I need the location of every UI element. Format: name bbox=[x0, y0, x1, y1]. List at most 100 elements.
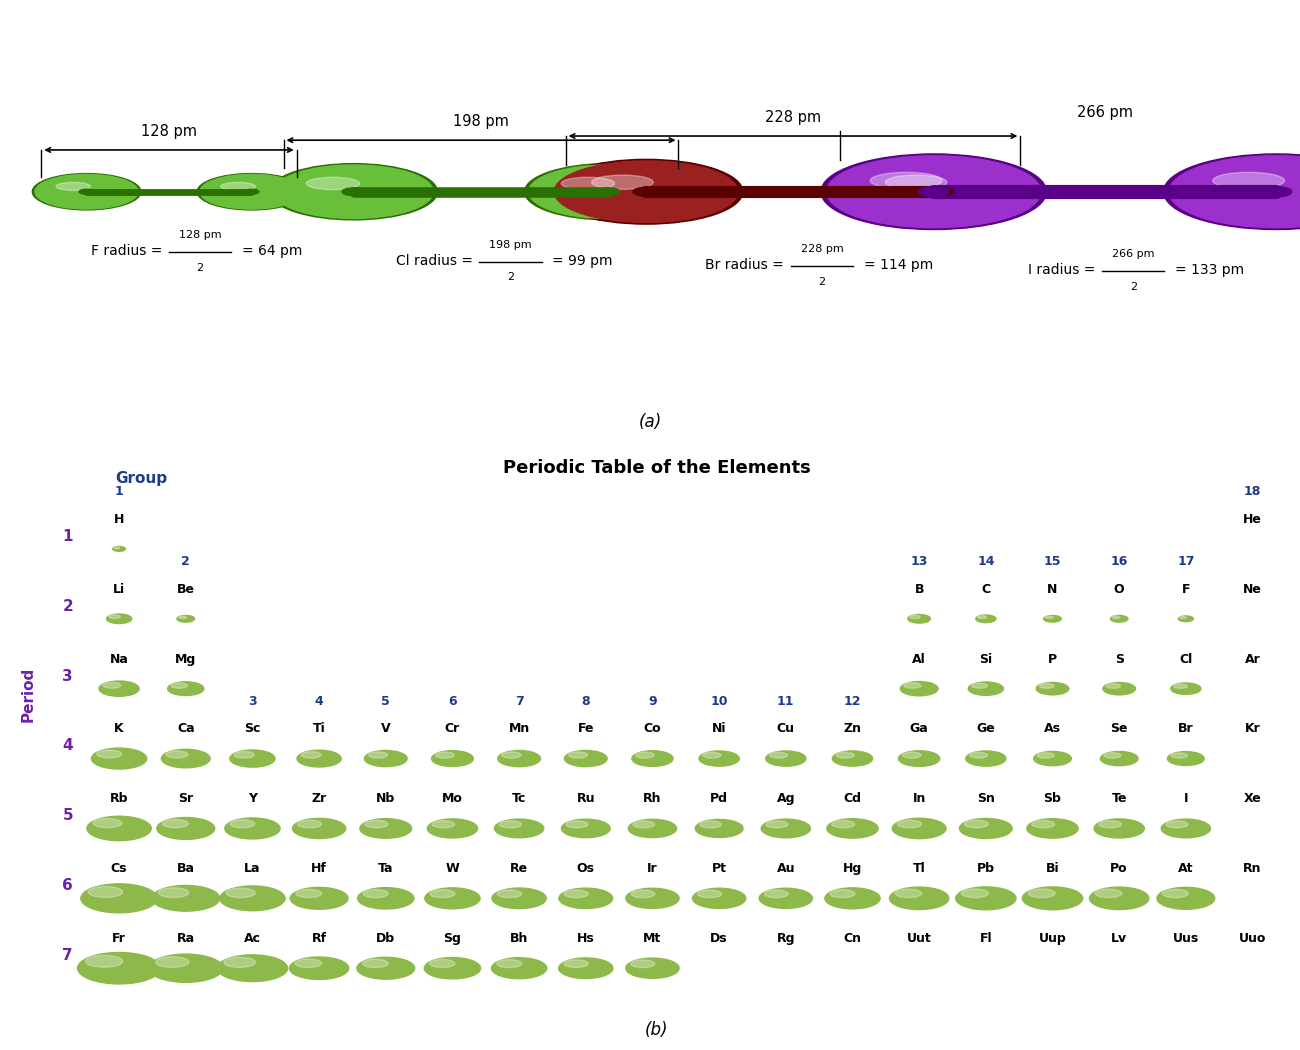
Ellipse shape bbox=[962, 889, 988, 898]
Text: 2: 2 bbox=[1130, 282, 1136, 292]
Text: Br: Br bbox=[1178, 722, 1193, 735]
Ellipse shape bbox=[907, 614, 931, 623]
Ellipse shape bbox=[918, 187, 949, 197]
Text: 266 pm: 266 pm bbox=[1076, 105, 1134, 120]
Ellipse shape bbox=[766, 751, 806, 766]
Text: F radius =: F radius = bbox=[91, 244, 166, 258]
Text: 1: 1 bbox=[114, 485, 124, 498]
Ellipse shape bbox=[564, 960, 588, 968]
Text: Cl: Cl bbox=[1179, 653, 1192, 666]
Ellipse shape bbox=[970, 752, 988, 758]
Ellipse shape bbox=[525, 164, 693, 219]
Text: = 133 pm: = 133 pm bbox=[1175, 264, 1244, 277]
Ellipse shape bbox=[968, 682, 1004, 695]
Text: Tl: Tl bbox=[913, 862, 926, 876]
Text: I radius =: I radius = bbox=[1028, 264, 1100, 277]
Text: Re: Re bbox=[510, 862, 528, 876]
Ellipse shape bbox=[892, 818, 946, 839]
Ellipse shape bbox=[910, 615, 920, 618]
Ellipse shape bbox=[902, 752, 920, 758]
Ellipse shape bbox=[225, 818, 280, 839]
Ellipse shape bbox=[927, 187, 953, 196]
Text: 228 pm: 228 pm bbox=[801, 244, 844, 254]
Ellipse shape bbox=[1037, 753, 1054, 758]
Ellipse shape bbox=[436, 752, 454, 758]
Text: Rh: Rh bbox=[644, 793, 662, 805]
Text: 198 pm: 198 pm bbox=[489, 239, 532, 250]
Ellipse shape bbox=[630, 890, 655, 898]
Ellipse shape bbox=[633, 187, 659, 196]
Ellipse shape bbox=[1161, 819, 1210, 838]
Ellipse shape bbox=[1112, 616, 1121, 618]
Ellipse shape bbox=[559, 958, 612, 979]
Ellipse shape bbox=[358, 958, 415, 980]
Ellipse shape bbox=[889, 887, 949, 909]
Ellipse shape bbox=[628, 819, 676, 838]
Text: Db: Db bbox=[376, 932, 395, 945]
Text: Te: Te bbox=[1112, 793, 1127, 805]
Text: Fl: Fl bbox=[979, 932, 992, 945]
Ellipse shape bbox=[103, 682, 121, 688]
Ellipse shape bbox=[566, 821, 588, 827]
Ellipse shape bbox=[564, 890, 588, 898]
Ellipse shape bbox=[1095, 819, 1144, 838]
Text: P: P bbox=[1048, 653, 1057, 666]
Ellipse shape bbox=[432, 751, 473, 766]
Ellipse shape bbox=[903, 682, 920, 688]
Text: = 99 pm: = 99 pm bbox=[552, 254, 612, 268]
Ellipse shape bbox=[290, 957, 348, 980]
Ellipse shape bbox=[630, 960, 655, 968]
Text: 2: 2 bbox=[819, 276, 826, 287]
Ellipse shape bbox=[559, 888, 612, 908]
Text: 14: 14 bbox=[978, 554, 994, 568]
Ellipse shape bbox=[592, 175, 654, 189]
Text: Periodic Table of the Elements: Periodic Table of the Elements bbox=[503, 459, 810, 477]
Ellipse shape bbox=[562, 177, 615, 190]
Text: (b): (b) bbox=[645, 1021, 668, 1038]
Ellipse shape bbox=[226, 888, 255, 898]
Text: Ge: Ge bbox=[976, 722, 996, 735]
Ellipse shape bbox=[625, 888, 679, 908]
Text: Fe: Fe bbox=[577, 722, 594, 735]
Ellipse shape bbox=[1166, 821, 1188, 827]
Text: Ac: Ac bbox=[244, 932, 261, 945]
Ellipse shape bbox=[157, 818, 214, 839]
Text: Ga: Ga bbox=[910, 722, 928, 735]
Ellipse shape bbox=[971, 684, 988, 688]
Text: 18: 18 bbox=[1244, 485, 1261, 498]
Ellipse shape bbox=[766, 821, 788, 827]
Ellipse shape bbox=[550, 160, 742, 224]
Ellipse shape bbox=[1102, 682, 1135, 695]
Ellipse shape bbox=[296, 750, 341, 766]
Ellipse shape bbox=[502, 752, 521, 758]
Ellipse shape bbox=[693, 888, 746, 908]
Ellipse shape bbox=[224, 958, 256, 967]
Text: Uuo: Uuo bbox=[1239, 932, 1266, 945]
Ellipse shape bbox=[1027, 819, 1078, 838]
Ellipse shape bbox=[770, 752, 788, 758]
Text: Xe: Xe bbox=[1244, 793, 1261, 805]
Ellipse shape bbox=[870, 172, 942, 189]
Text: Si: Si bbox=[979, 653, 992, 666]
Text: Y: Y bbox=[248, 793, 257, 805]
Text: 2: 2 bbox=[62, 598, 73, 613]
Ellipse shape bbox=[220, 886, 285, 910]
Ellipse shape bbox=[230, 820, 255, 827]
Text: 266 pm: 266 pm bbox=[1112, 249, 1154, 259]
Ellipse shape bbox=[564, 751, 607, 766]
Ellipse shape bbox=[217, 954, 287, 982]
Text: Uut: Uut bbox=[907, 932, 932, 945]
Ellipse shape bbox=[491, 958, 547, 979]
Text: Hs: Hs bbox=[577, 932, 594, 945]
Ellipse shape bbox=[307, 177, 360, 190]
Ellipse shape bbox=[497, 960, 521, 968]
Text: Ir: Ir bbox=[647, 862, 658, 876]
Ellipse shape bbox=[494, 819, 543, 838]
Text: I: I bbox=[1183, 793, 1188, 805]
Text: = 114 pm: = 114 pm bbox=[863, 258, 933, 272]
Ellipse shape bbox=[107, 614, 131, 624]
Ellipse shape bbox=[497, 890, 521, 898]
Text: Zr: Zr bbox=[312, 793, 326, 805]
Ellipse shape bbox=[221, 183, 255, 190]
Text: Cn: Cn bbox=[844, 932, 862, 945]
